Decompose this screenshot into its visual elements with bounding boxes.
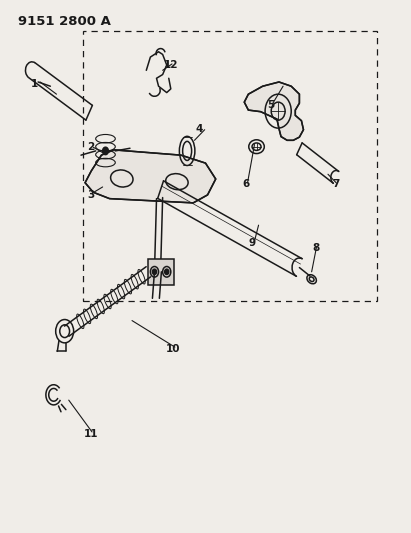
Text: 10: 10	[166, 344, 180, 354]
Text: 3: 3	[88, 190, 95, 200]
Text: 11: 11	[84, 429, 99, 439]
Polygon shape	[244, 82, 303, 140]
Text: 9: 9	[249, 238, 256, 248]
Text: 2: 2	[88, 142, 95, 152]
Circle shape	[165, 269, 169, 274]
Circle shape	[103, 147, 109, 155]
Text: 8: 8	[312, 243, 319, 253]
FancyBboxPatch shape	[148, 259, 174, 285]
Text: 5: 5	[267, 100, 275, 110]
Text: 1: 1	[30, 78, 38, 88]
Text: 6: 6	[243, 179, 250, 189]
Text: 12: 12	[164, 60, 178, 70]
Polygon shape	[85, 150, 216, 203]
Bar	[83, 30, 377, 301]
Circle shape	[152, 269, 157, 274]
Text: 7: 7	[332, 179, 340, 189]
Text: 9151 2800 A: 9151 2800 A	[18, 14, 111, 28]
Text: 4: 4	[196, 124, 203, 134]
